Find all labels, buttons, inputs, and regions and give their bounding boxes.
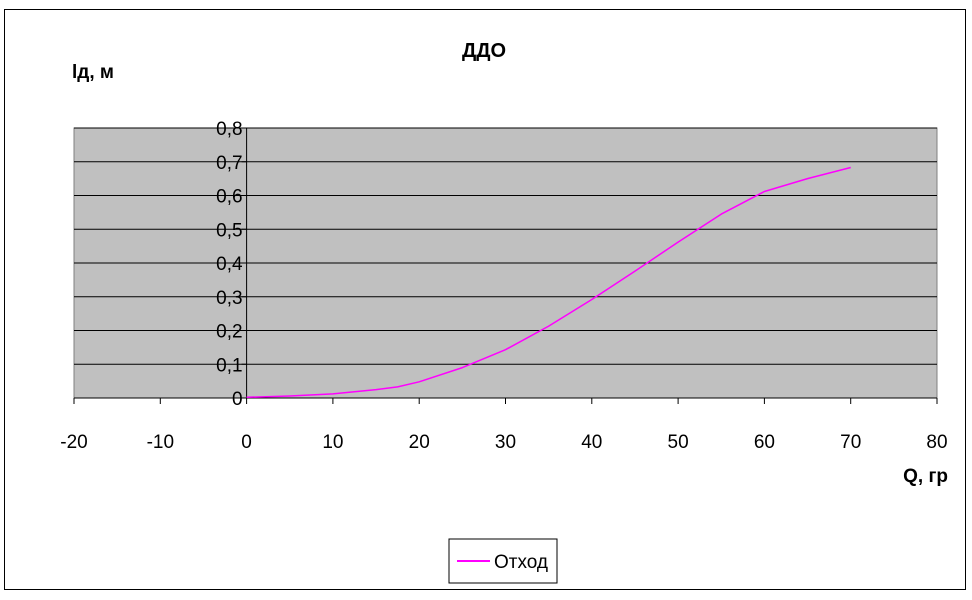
chart-title: ДДО (462, 40, 506, 62)
y-tick-label-1: 0,1 (216, 355, 242, 376)
y-tick-label-7: 0,7 (216, 153, 242, 174)
x-tick-label-5: 30 (495, 432, 516, 453)
x-tick-label-1: -10 (147, 432, 174, 453)
grid-lines (74, 127, 937, 365)
x-tick-label-6: 40 (581, 432, 602, 453)
y-axis-ticks: 0 0,1 0,2 0,3 0,4 0,5 0,6 0,7 0,8 (216, 119, 247, 410)
y-tick-label-3: 0,3 (216, 288, 242, 309)
y-tick-label-4: 0,4 (216, 254, 243, 275)
x-tick-label-4: 20 (409, 432, 430, 453)
legend: Отход (448, 538, 558, 584)
x-tick-label-2: 0 (241, 432, 252, 453)
y-tick-label-8: 0,8 (216, 119, 242, 140)
y-tick-label-2: 0,2 (216, 322, 242, 343)
series-line-0 (246, 166, 851, 399)
y-axis-title: lд, м (72, 62, 114, 83)
x-tick-label-7: 50 (668, 432, 689, 453)
y-tick-label-0: 0 (232, 389, 243, 410)
x-tick-label-0: -20 (60, 432, 87, 453)
x-axis-ticks: -20 -10 0 10 20 30 40 50 60 70 80 (60, 398, 948, 453)
legend-label: Отход (494, 552, 548, 573)
x-axis-title: Q, гр (903, 466, 948, 487)
x-tick-label-10: 80 (926, 432, 947, 453)
series-layer (246, 166, 851, 399)
y-tick-label-6: 0,6 (216, 187, 242, 208)
x-tick-label-3: 10 (322, 432, 343, 453)
y-tick-label-5: 0,5 (216, 220, 242, 241)
x-tick-label-8: 60 (754, 432, 775, 453)
x-tick-label-9: 70 (840, 432, 861, 453)
